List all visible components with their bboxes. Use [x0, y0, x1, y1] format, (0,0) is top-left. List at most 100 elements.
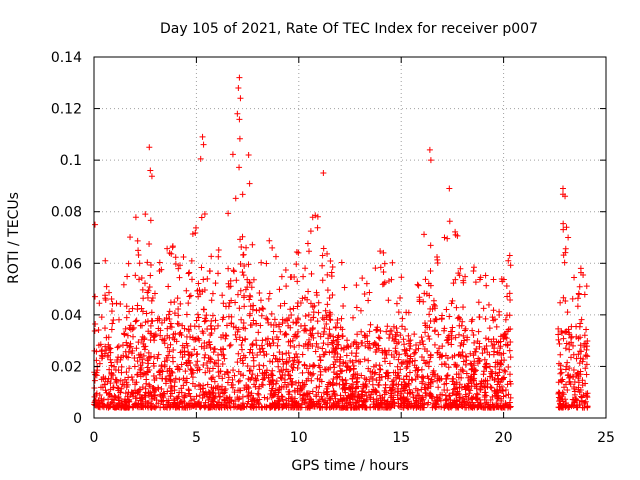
data-point: [104, 378, 111, 385]
data-point: [236, 74, 243, 81]
data-point: [282, 330, 289, 337]
data-point: [171, 336, 178, 343]
data-point: [178, 385, 185, 392]
data-point: [136, 404, 143, 411]
data-point: [584, 403, 591, 410]
data-point: [399, 397, 406, 404]
data-point: [381, 397, 388, 404]
data-point: [561, 259, 568, 266]
data-point: [329, 340, 336, 347]
data-point: [425, 375, 432, 382]
y-tick-label: 0.14: [51, 50, 82, 66]
data-point: [371, 398, 378, 405]
data-point: [263, 315, 270, 322]
data-point: [122, 325, 129, 332]
data-point: [404, 363, 411, 370]
data-point: [197, 155, 204, 162]
data-point: [349, 375, 356, 382]
data-point: [315, 344, 322, 351]
data-point: [171, 310, 178, 317]
data-point: [334, 373, 341, 380]
data-point: [449, 354, 456, 361]
data-point: [280, 384, 287, 391]
data-point: [288, 381, 295, 388]
data-point: [254, 390, 261, 397]
data-point: [309, 342, 316, 349]
data-point: [262, 336, 269, 343]
data-point: [253, 307, 260, 314]
data-point: [571, 385, 578, 392]
data-point: [319, 395, 326, 402]
data-point: [115, 343, 122, 350]
data-point: [376, 362, 383, 369]
data-point: [342, 376, 349, 383]
data-point: [414, 367, 421, 374]
data-point: [261, 394, 268, 401]
data-point: [310, 361, 317, 368]
data-point: [446, 313, 453, 320]
data-point: [219, 361, 226, 368]
data-point: [291, 387, 298, 394]
data-point: [229, 376, 236, 383]
data-point: [499, 387, 506, 394]
y-tick-label: 0.06: [51, 256, 82, 272]
data-point: [317, 333, 324, 340]
data-point: [142, 343, 149, 350]
data-point: [414, 403, 421, 410]
data-point: [170, 358, 177, 365]
data-point: [375, 345, 382, 352]
data-point: [155, 385, 162, 392]
data-point: [377, 264, 384, 271]
data-point: [106, 392, 113, 399]
data-point: [122, 390, 129, 397]
data-point: [221, 387, 228, 394]
data-point: [472, 367, 479, 374]
data-point: [168, 390, 175, 397]
data-point: [258, 312, 265, 319]
data-point: [564, 359, 571, 366]
data-point: [419, 337, 426, 344]
data-point: [560, 226, 567, 233]
data-point: [314, 224, 321, 231]
data-point: [506, 290, 513, 297]
data-point: [252, 398, 259, 405]
data-point: [277, 328, 284, 335]
data-point: [359, 339, 366, 346]
data-point: [323, 404, 330, 411]
data-point: [182, 392, 189, 399]
data-point: [501, 331, 508, 338]
data-point: [411, 331, 418, 338]
data-point: [327, 257, 334, 264]
data-point: [220, 390, 227, 397]
data-point: [211, 395, 218, 402]
data-point: [279, 351, 286, 358]
data-point: [290, 361, 297, 368]
data-point: [353, 379, 360, 386]
data-point: [103, 404, 110, 411]
data-point: [329, 291, 336, 298]
data-point: [371, 339, 378, 346]
data-point: [136, 260, 143, 267]
y-tick-label: 0.04: [51, 308, 82, 324]
data-point: [427, 351, 434, 358]
data-point: [432, 303, 439, 310]
data-point: [208, 297, 215, 304]
data-point: [389, 335, 396, 342]
data-point: [259, 345, 266, 352]
data-point: [179, 354, 186, 361]
data-point: [394, 363, 401, 370]
data-point: [215, 247, 222, 254]
data-point: [127, 343, 134, 350]
data-point: [449, 328, 456, 335]
data-point: [489, 393, 496, 400]
data-point: [352, 339, 359, 346]
data-point: [286, 391, 293, 398]
data-point: [118, 398, 125, 405]
data-point: [405, 332, 412, 339]
data-point: [382, 373, 389, 380]
data-point: [183, 287, 190, 294]
data-point: [95, 327, 102, 334]
data-point: [244, 393, 251, 400]
data-point: [423, 392, 430, 399]
data-point: [558, 378, 565, 385]
